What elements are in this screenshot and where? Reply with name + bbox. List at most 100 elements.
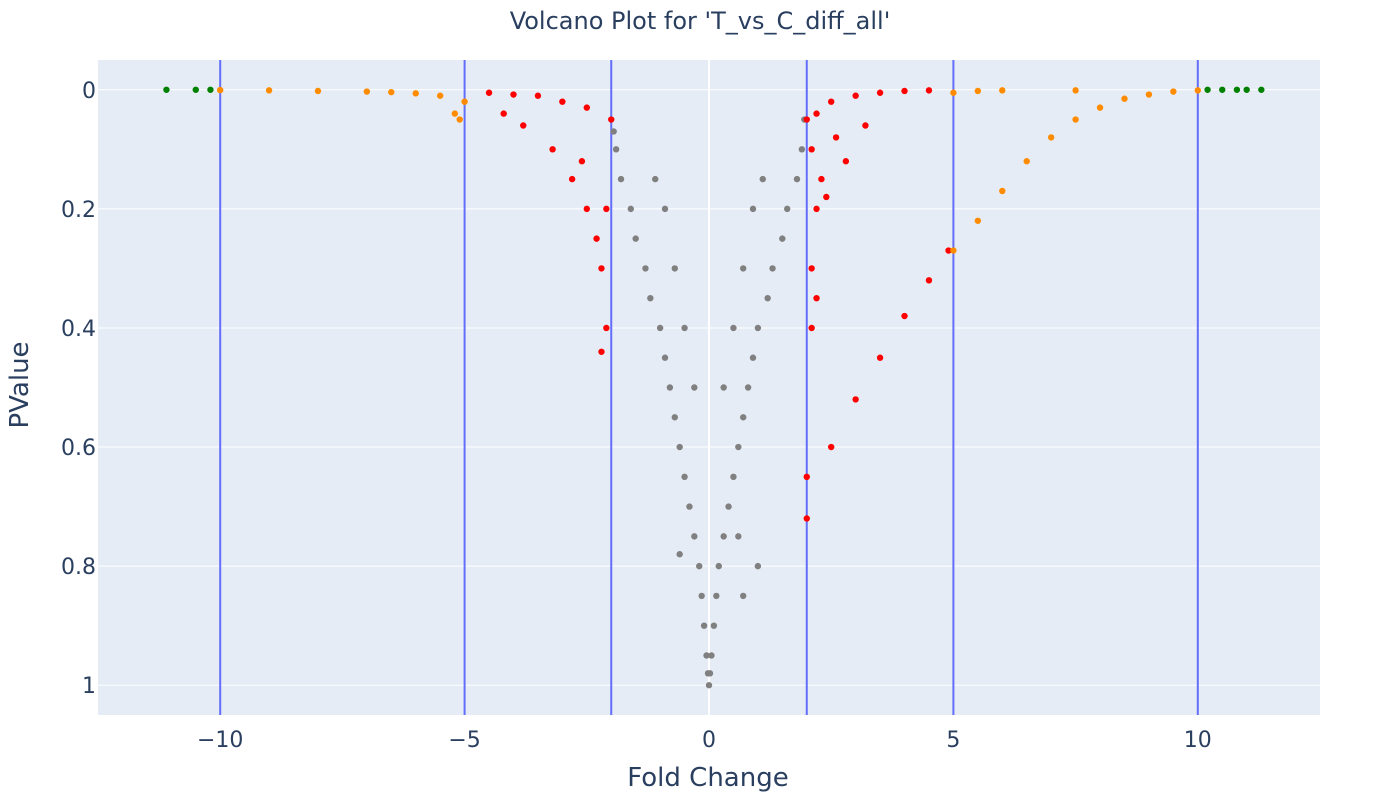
data-point	[779, 235, 786, 242]
data-point	[1219, 86, 1226, 93]
data-point	[974, 217, 982, 224]
data-point	[999, 87, 1006, 94]
data-point	[715, 562, 722, 570]
data-point	[735, 533, 742, 540]
data-point	[852, 396, 859, 403]
data-point	[708, 652, 715, 659]
data-point	[740, 414, 747, 421]
data-point	[485, 89, 493, 96]
data-point	[813, 205, 820, 213]
data-point	[456, 116, 463, 123]
y-tick-label: 0.6	[61, 436, 96, 461]
x-tick-label: 0	[702, 728, 716, 753]
data-point	[1145, 91, 1153, 98]
data-point	[666, 384, 674, 391]
data-point	[713, 592, 720, 600]
data-point	[769, 265, 776, 272]
data-point	[808, 324, 815, 332]
data-point	[754, 562, 762, 570]
data-point	[691, 384, 698, 391]
data-point	[676, 443, 683, 451]
data-point	[559, 98, 566, 105]
data-point	[744, 384, 752, 391]
data-point	[818, 175, 825, 183]
data-point	[803, 116, 810, 123]
data-point	[598, 265, 605, 272]
data-point	[461, 98, 468, 105]
data-point	[652, 175, 659, 183]
data-point	[610, 128, 617, 135]
data-point	[945, 247, 952, 254]
data-point	[803, 473, 810, 481]
data-point	[583, 205, 590, 213]
data-point	[1072, 116, 1079, 123]
data-point	[1047, 134, 1055, 141]
data-point	[598, 348, 605, 355]
data-point	[862, 122, 869, 129]
data-point	[705, 682, 713, 689]
data-point	[192, 86, 199, 93]
data-point	[735, 443, 742, 451]
data-point	[314, 87, 322, 95]
data-point	[725, 503, 732, 510]
data-point	[698, 592, 705, 600]
data-point	[1243, 86, 1250, 93]
data-point	[691, 533, 698, 540]
data-point	[1204, 86, 1211, 93]
data-point	[608, 116, 615, 123]
data-point	[632, 235, 639, 242]
data-point	[950, 247, 957, 254]
y-tick-label: 0.4	[61, 317, 96, 342]
data-point	[784, 205, 791, 213]
data-point	[842, 158, 850, 165]
data-point	[832, 134, 840, 141]
data-point	[754, 324, 762, 332]
data-point	[803, 515, 810, 522]
data-point	[363, 88, 371, 95]
data-point	[593, 235, 600, 242]
data-point	[720, 384, 727, 391]
data-point	[764, 294, 771, 302]
data-point	[759, 175, 766, 183]
data-point	[828, 443, 835, 451]
data-point	[813, 110, 820, 117]
data-point	[451, 110, 459, 117]
data-point	[603, 205, 610, 213]
data-point	[798, 146, 806, 153]
data-point	[671, 265, 678, 272]
y-tick-label: 0.8	[61, 555, 96, 580]
data-point	[710, 622, 718, 629]
y-tick-label: 0.2	[61, 198, 96, 223]
x-tick-label: 10	[1184, 728, 1212, 753]
data-point	[813, 294, 820, 302]
data-point	[730, 324, 737, 332]
y-axis-title: PValue	[5, 341, 35, 428]
data-point	[808, 146, 815, 153]
data-point	[793, 175, 801, 183]
x-tick-label: −10	[197, 728, 243, 753]
data-point	[720, 533, 727, 540]
data-point	[647, 294, 654, 302]
data-point	[1194, 87, 1202, 94]
data-point	[808, 265, 815, 272]
data-point	[974, 87, 982, 95]
data-point	[696, 562, 703, 570]
data-point	[1096, 104, 1104, 111]
data-point	[217, 86, 224, 94]
data-point	[700, 622, 708, 629]
data-point	[704, 670, 712, 677]
y-tick-label: 1	[82, 674, 96, 699]
data-point	[642, 265, 649, 272]
data-point	[901, 87, 908, 95]
data-point	[265, 87, 273, 94]
data-point	[583, 104, 590, 111]
plot-area: −10 −5 0 5 10 0 0.2 0.4 0.6 0.8 1	[61, 60, 1320, 753]
data-point	[207, 86, 214, 93]
data-point	[1233, 86, 1241, 93]
data-point	[999, 187, 1006, 195]
data-point	[703, 652, 710, 659]
data-point	[1170, 88, 1177, 95]
data-point	[520, 122, 527, 129]
data-point	[549, 146, 556, 153]
